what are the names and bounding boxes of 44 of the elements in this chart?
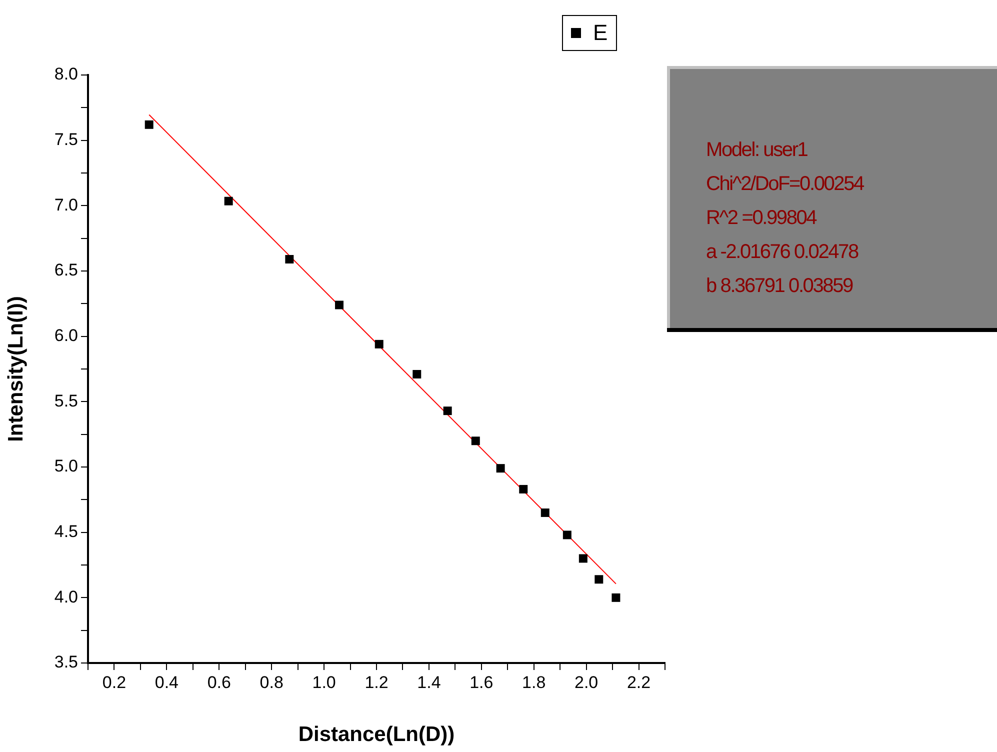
- x-tick-label: 2.0: [574, 672, 598, 692]
- y-tick-label: 4.0: [54, 587, 78, 606]
- point: [519, 484, 528, 494]
- point: [594, 575, 604, 584]
- x-tick-label: 2.2: [626, 672, 651, 692]
- y-tick-label: 4.5: [54, 522, 78, 542]
- y-axis-title: Intensity(Ln(I)): [4, 296, 28, 442]
- legend-label: E: [593, 20, 608, 46]
- text: Chi^2/DoF=0.00254: [706, 172, 865, 197]
- x-axis-title: Distance(Ln(D)): [298, 723, 455, 746]
- x-tick-label: 0.4: [154, 672, 178, 692]
- y-tick-label: 6.5: [54, 260, 78, 280]
- y-tick-label: 7.0: [54, 195, 78, 214]
- point: [335, 300, 344, 310]
- point: [562, 530, 572, 540]
- point: [578, 554, 588, 563]
- text: a -2.01676 0.02478: [706, 240, 860, 265]
- point: [224, 196, 233, 206]
- point: [374, 340, 384, 348]
- x-tick-label: 0.8: [260, 672, 284, 692]
- x-tick-label: 1.0: [312, 672, 336, 692]
- point: [496, 464, 505, 473]
- y-tick-label: 8.0: [54, 64, 78, 84]
- point: [412, 370, 422, 378]
- y-tick-label: 7.5: [54, 130, 78, 150]
- x-tick-label: 0.2: [102, 672, 126, 692]
- y-tick-label: 6.0: [54, 326, 78, 346]
- y-tick-label: 5.0: [54, 456, 78, 476]
- text: R^2 =0.99804: [706, 206, 818, 231]
- x-tick-label: 1.4: [417, 672, 441, 692]
- point: [285, 255, 294, 264]
- point: [612, 593, 620, 602]
- point: [443, 406, 452, 416]
- text: Model: user1: [706, 138, 808, 163]
- point: [471, 436, 480, 446]
- x-tick-label: 1.6: [470, 672, 494, 692]
- x-tick-label: 1.8: [522, 672, 546, 692]
- text: b 8.36791 0.03859: [706, 274, 854, 299]
- y-tick-label: 3.5: [54, 652, 78, 672]
- point: [540, 508, 550, 517]
- x-tick-label: 1.2: [364, 672, 388, 692]
- point: [144, 120, 154, 129]
- y-tick-label: 5.5: [54, 391, 78, 410]
- x-tick-label: 0.6: [207, 672, 231, 692]
